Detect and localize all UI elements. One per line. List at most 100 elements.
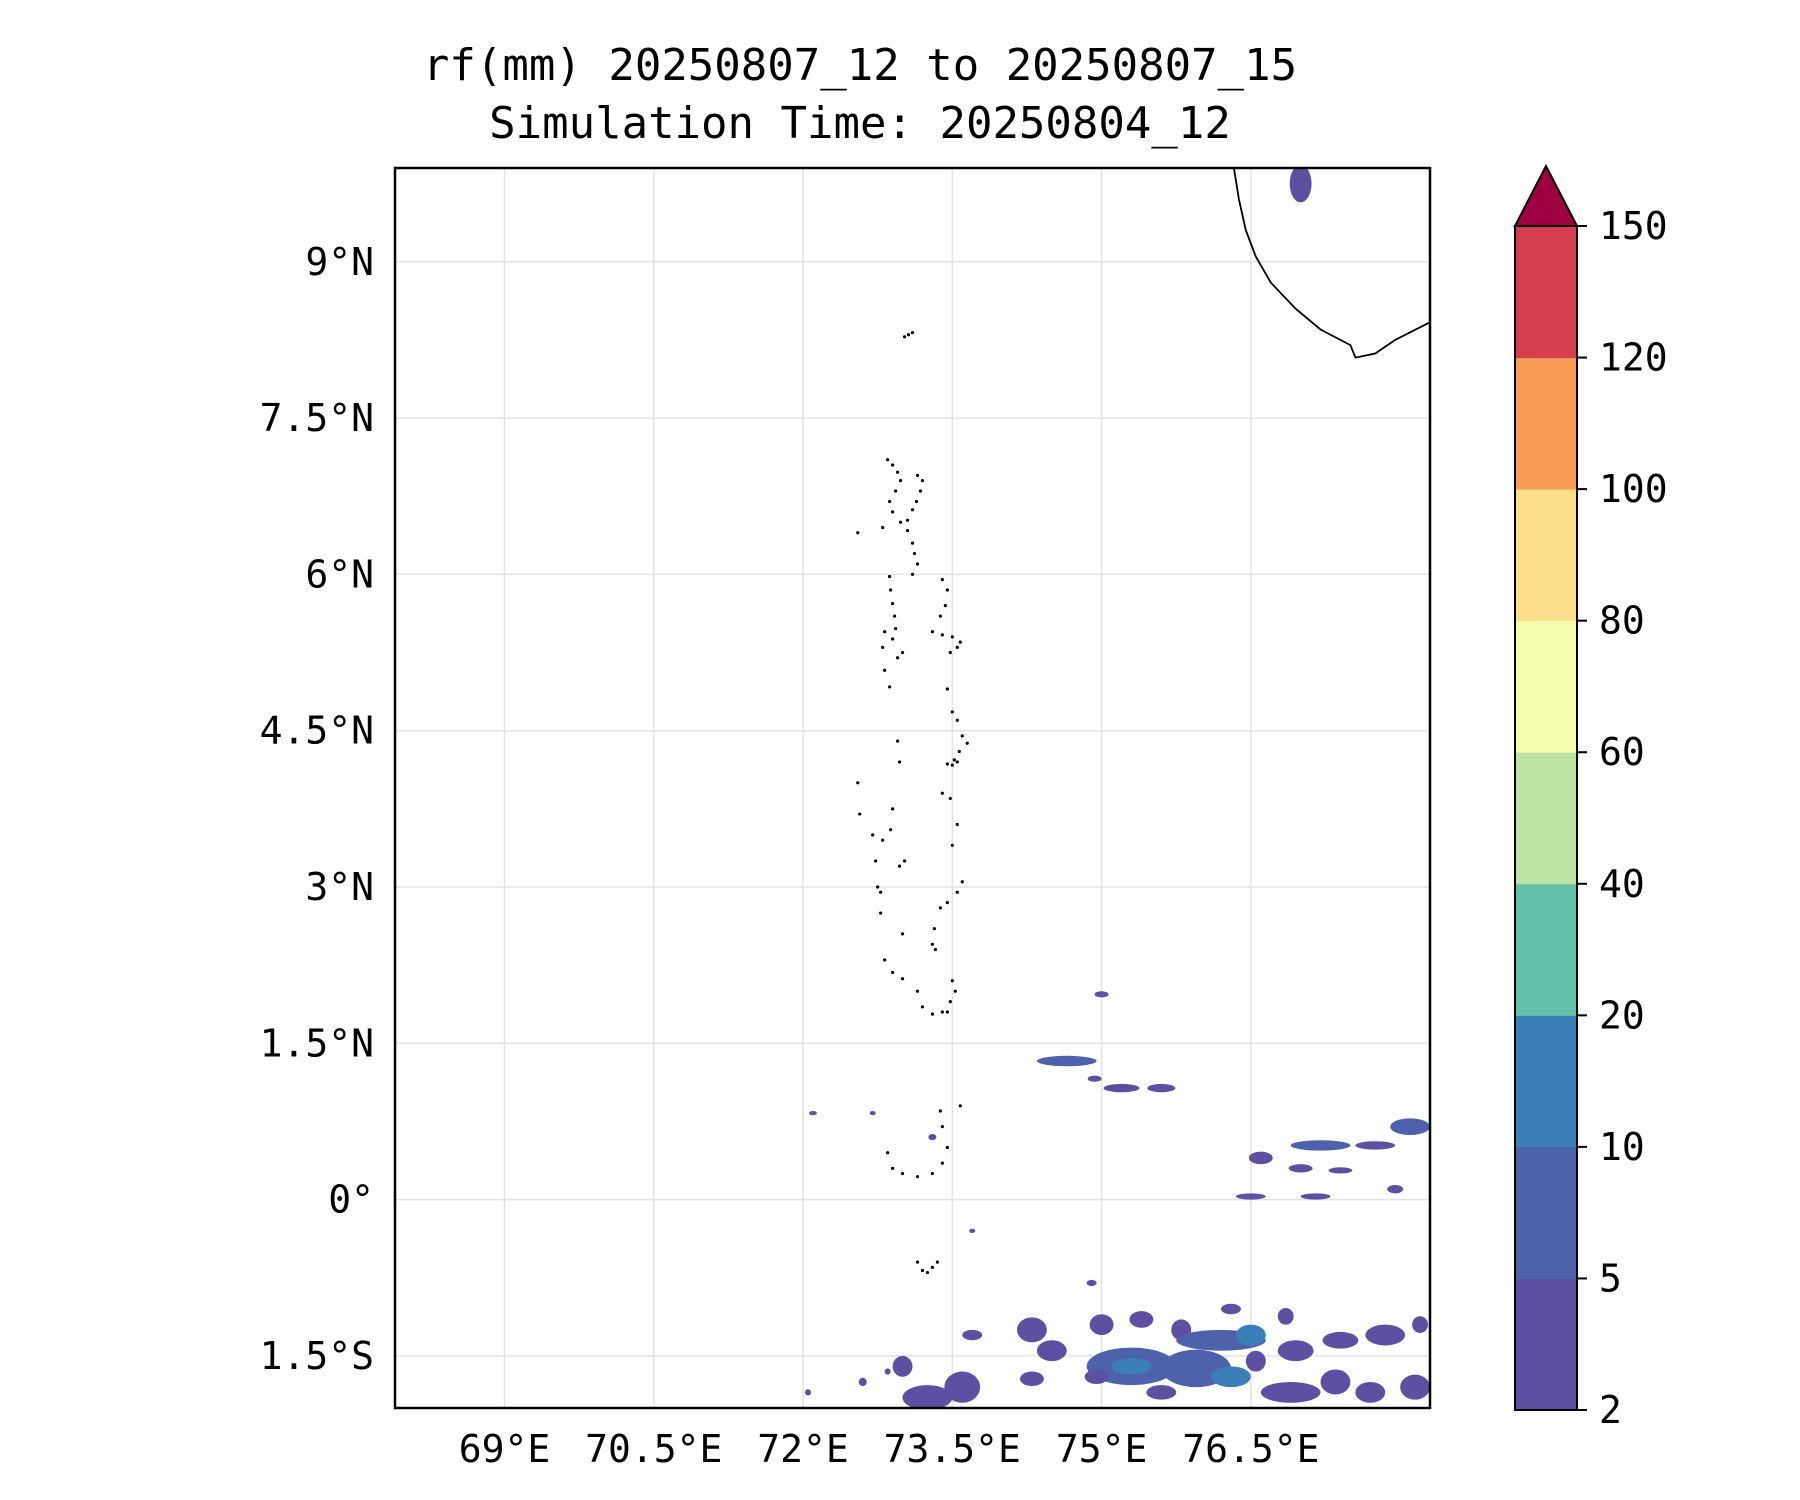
island-outline-100 (930, 1171, 935, 1176)
island-outline-93 (938, 1109, 942, 1113)
lon-tick-label-5: 76.5°E (1182, 1427, 1319, 1471)
rain-cell-36 (1211, 1366, 1251, 1388)
rain-cell-22 (1016, 1317, 1047, 1343)
island-outline-95 (958, 1104, 962, 1108)
island-outline-84 (900, 977, 905, 981)
rain-cell-41 (892, 1355, 913, 1377)
rain-cell-17 (969, 1228, 976, 1233)
colorbar-tick-label-2: 10 (1599, 1125, 1645, 1169)
island-outline-24 (888, 574, 892, 579)
island-outline-97 (890, 1166, 895, 1170)
rain-cell-12 (1288, 1164, 1313, 1173)
map-title-line-1: rf(mm) 20250807_12 to 20250807_15 (422, 40, 1298, 91)
island-outline-22 (856, 531, 860, 535)
colorbar-segment-2 (1515, 1015, 1577, 1148)
island-outline-45 (948, 650, 952, 655)
island-outline-89 (940, 1010, 944, 1014)
island-outline-81 (933, 947, 937, 952)
rain-cell-8 (1248, 1151, 1273, 1165)
rain-cell-31 (1365, 1324, 1406, 1346)
island-outline-72 (874, 859, 878, 863)
island-outline-9 (890, 510, 895, 514)
map-background (395, 168, 1430, 1408)
gridlines (395, 168, 1430, 1408)
colorbar-segment-7 (1515, 357, 1577, 490)
rain-cell-34 (1111, 1357, 1152, 1375)
island-outline-52 (952, 758, 956, 762)
island-outline-85 (915, 989, 920, 993)
rainfall-contours (805, 168, 1430, 1408)
island-outline-76 (902, 859, 907, 863)
lon-tick-label-4: 75°E (1056, 1427, 1148, 1471)
island-outline-23 (881, 525, 885, 530)
colorbar-tick-label-9: 150 (1599, 204, 1668, 248)
rain-cell-48 (1400, 1374, 1430, 1400)
island-outline-90 (930, 1012, 935, 1016)
colorbar-tick-label-7: 100 (1599, 467, 1668, 511)
map-subtitle-simulation-time: Simulation Time: 20250804_12 (489, 98, 1231, 149)
island-outline-28 (893, 626, 898, 631)
colorbar-tick-label-3: 20 (1599, 993, 1645, 1037)
lat-tick-label-5: 1.5°N (260, 1021, 374, 1065)
colorbar-segment-1 (1515, 1146, 1577, 1279)
rain-cell-45 (1260, 1381, 1321, 1403)
island-outline-103 (915, 1260, 920, 1264)
rain-cell-50 (1245, 1350, 1266, 1372)
rain-cell-0 (1094, 991, 1109, 998)
rain-cell-32 (1412, 1316, 1429, 1333)
island-outline-4 (890, 463, 895, 467)
rain-cell-2 (1087, 1075, 1102, 1082)
lat-tick-label-6: 0° (328, 1178, 374, 1222)
island-outline-77 (879, 911, 883, 915)
island-outline-20 (910, 508, 915, 512)
island-outline-99 (915, 1175, 920, 1179)
lat-tick-label-0: 9°N (305, 240, 374, 284)
island-outline-38 (943, 604, 947, 608)
lon-tick-label-1: 70.5°E (585, 1427, 722, 1471)
colorbar-segment-8 (1515, 226, 1577, 359)
rain-cell-29 (1277, 1340, 1314, 1362)
colorbar-segment-4 (1515, 752, 1577, 885)
colorbar-segment-3 (1515, 883, 1577, 1016)
island-outline-73 (876, 885, 880, 889)
rain-cell-30 (1322, 1331, 1359, 1349)
lat-tick-label-7: 1.5°S (260, 1334, 374, 1378)
colorbar-tick-label-5: 60 (1599, 730, 1645, 774)
island-outline-36 (940, 577, 944, 582)
india-coastline (1233, 168, 1430, 359)
rain-cell-13 (1328, 1167, 1353, 1174)
lon-tick-label-2: 72°E (757, 1427, 849, 1471)
island-outline-58 (856, 781, 860, 785)
island-outline-49 (960, 734, 964, 738)
rain-cell-20 (1277, 1307, 1294, 1325)
island-outline-87 (953, 989, 957, 993)
island-outline-30 (883, 630, 887, 634)
island-outline-25 (889, 588, 893, 592)
island-outline-33 (900, 650, 905, 655)
island-outline-37 (945, 588, 949, 592)
island-outline-102 (945, 1145, 949, 1150)
rain-cell-51 (1289, 168, 1312, 203)
colorbar: 2 5 10 20 40 60 80 100 120 150 (1513, 163, 1668, 1432)
rain-cell-24 (1089, 1314, 1114, 1336)
island-outline-5 (895, 470, 900, 474)
island-outline-47 (950, 710, 954, 714)
lat-tick-label-4: 3°N (305, 865, 374, 909)
island-outline-0 (902, 335, 907, 339)
rain-cell-19 (1221, 1303, 1241, 1315)
rain-cell-47 (1355, 1381, 1386, 1403)
lat-tick-label-1: 7.5°N (260, 396, 374, 440)
island-outline-106 (930, 1265, 935, 1269)
colorbar-tick-label-0: 2 (1599, 1388, 1622, 1432)
island-outline-105 (925, 1270, 930, 1275)
coastlines (856, 168, 1430, 1275)
island-outline-61 (881, 838, 885, 842)
rain-cell-38 (1019, 1371, 1044, 1387)
island-outline-7 (893, 489, 898, 493)
rain-cell-28 (1235, 1324, 1266, 1346)
rain-cell-16 (1387, 1185, 1404, 1194)
island-outline-96 (886, 1151, 890, 1155)
lat-tick-label-2: 6°N (305, 552, 374, 596)
island-outline-104 (920, 1268, 925, 1273)
island-outline-15 (910, 572, 915, 576)
